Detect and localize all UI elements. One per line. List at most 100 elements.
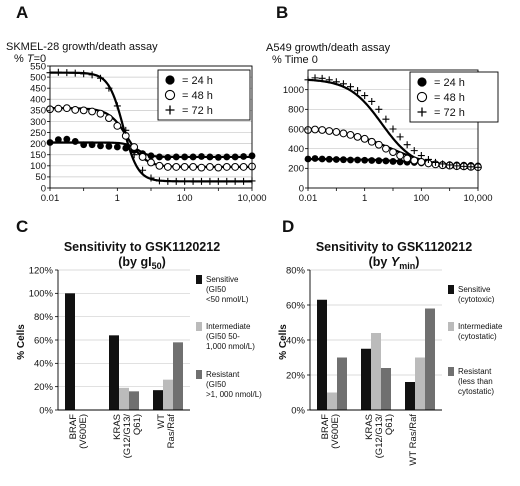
bar [381, 368, 391, 410]
data-point [113, 102, 121, 110]
data-point [113, 143, 121, 151]
data-point [155, 161, 164, 170]
legend-marker [165, 75, 175, 85]
y-tick-label: 40% [286, 335, 306, 346]
data-point [223, 153, 231, 161]
data-point [71, 106, 80, 114]
legend-entry: = 72 h [182, 105, 213, 117]
panel-letter-c: C [16, 217, 28, 236]
data-point [382, 157, 390, 165]
data-point [122, 126, 130, 134]
data-point [396, 158, 404, 166]
data-point [431, 158, 439, 166]
y-axis-label-suffix: =0 [34, 53, 47, 65]
legend-entry: = 24 h [182, 75, 213, 87]
y-tick-label: 150 [30, 150, 46, 161]
data-point [88, 107, 96, 116]
data-point [214, 153, 222, 161]
data-point [231, 177, 239, 185]
data-point [130, 143, 139, 151]
category-label-line: (G12/G13/ [122, 414, 133, 459]
data-point [346, 131, 355, 139]
y-tick-label: 0 [299, 183, 304, 194]
data-point [54, 136, 62, 144]
legend-entry: (GI50 [206, 380, 227, 389]
data-point [198, 153, 205, 160]
data-point [396, 151, 404, 160]
data-point [96, 109, 105, 118]
legend-swatch [448, 285, 454, 294]
data-point [71, 69, 79, 77]
panel-letter-b: B [276, 3, 288, 22]
data-point [325, 76, 333, 84]
data-point [360, 134, 369, 143]
chart-title: A549 growth/death assay [266, 42, 391, 54]
legend-entry: = 48 h [434, 92, 465, 104]
data-point [130, 151, 138, 159]
data-point [147, 174, 155, 182]
data-point [214, 163, 223, 172]
data-point [318, 155, 326, 163]
data-point [231, 163, 240, 171]
data-point [181, 177, 189, 185]
y-tick-label: 350 [30, 106, 46, 117]
chart-title: SKMEL-28 growth/death assay [6, 41, 158, 53]
legend-entry: = 48 h [182, 90, 213, 102]
data-point [156, 153, 163, 161]
data-point [105, 84, 113, 92]
bar [119, 387, 129, 410]
data-point [147, 158, 155, 167]
data-point [325, 155, 333, 163]
data-point [361, 156, 369, 164]
legend-entry: Sensitive [206, 275, 239, 284]
data-point [105, 114, 113, 123]
data-point [206, 177, 214, 185]
data-point [332, 128, 341, 136]
x-tick-label: 10,000 [237, 193, 266, 204]
legend-entry: >1, 000 nmol/L) [206, 390, 262, 399]
data-point [367, 137, 376, 146]
y-tick-label: 800 [288, 105, 304, 116]
legend-entry: cytostatic) [458, 387, 494, 396]
data-point [189, 153, 197, 161]
data-point [113, 121, 122, 130]
axes [47, 65, 253, 191]
data-point [96, 74, 104, 82]
category-label-line: Ras/Raf [166, 414, 177, 449]
y-tick-label: 550 [30, 61, 46, 72]
data-point [147, 152, 155, 160]
panel-letter-a: A [16, 3, 28, 22]
data-point [172, 177, 180, 185]
x-tick-label: 1 [115, 193, 120, 204]
data-point [339, 80, 347, 88]
y-axis-label: % Cells [278, 324, 289, 360]
data-point [375, 157, 383, 165]
bar [65, 293, 75, 410]
data-point [71, 138, 79, 145]
data-point [410, 147, 418, 155]
y-tick-label: 60% [286, 300, 306, 311]
data-point [332, 78, 340, 86]
subtitle-prefix: (by [369, 255, 391, 269]
data-point [354, 156, 361, 164]
data-point [325, 127, 334, 135]
legend-marker [417, 77, 427, 87]
data-point [197, 163, 206, 172]
data-point [311, 155, 319, 162]
y-tick-label: 40% [34, 359, 54, 370]
category-label: WT Ras/Raf [408, 414, 419, 466]
data-point [389, 148, 397, 157]
legend-entry: Resistant [206, 370, 240, 379]
legend-marker [416, 91, 428, 103]
bar [109, 335, 119, 410]
data-point [439, 160, 447, 168]
panel-a: A SKMEL-28 growth/death assay % T=0 0501… [6, 3, 267, 204]
panel-d: D Sensitivity to GSK1120212 (by Ymin) % … [278, 217, 503, 466]
data-point [318, 74, 326, 82]
bar [153, 390, 163, 410]
axes [307, 269, 442, 411]
data-point [417, 152, 425, 160]
data-point [375, 105, 383, 113]
legend-entry: Intermediate [206, 322, 251, 331]
